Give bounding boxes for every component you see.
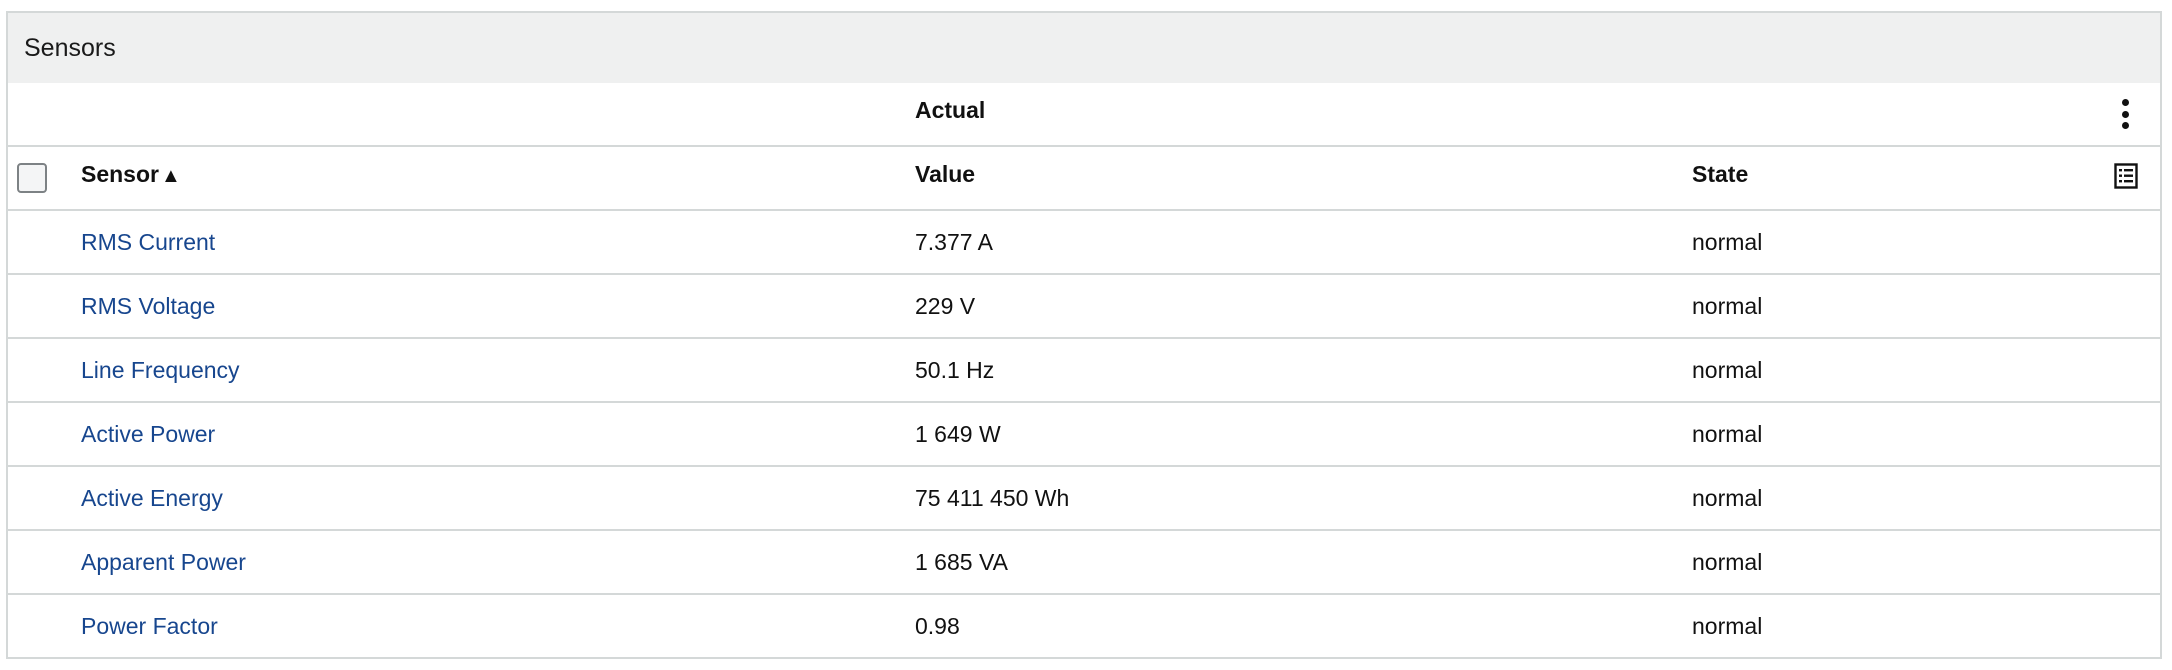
sensor-link[interactable]: RMS Voltage (81, 293, 216, 319)
sensor-link[interactable]: Apparent Power (81, 549, 246, 575)
sensor-value: 1 685 VA (915, 549, 1008, 575)
sensor-value: 50.1 Hz (915, 357, 995, 383)
sensors-table: Actual Sensor ▲ Value State RMS (8, 83, 2160, 659)
sensor-value: 1 649 W (915, 421, 1001, 447)
table-header-row: Sensor ▲ Value State (8, 147, 2160, 211)
sensor-link[interactable]: Active Power (81, 421, 216, 447)
sensor-state: normal (1692, 549, 1763, 575)
table-row: RMS Voltage 229 V normal (8, 275, 2160, 339)
sensor-state: normal (1692, 229, 1763, 255)
sensor-state: normal (1692, 485, 1763, 511)
sensor-value: 229 V (915, 293, 976, 319)
sensors-panel: Sensors Actual Sensor ▲ Value State (6, 11, 2162, 659)
sensor-state: normal (1692, 421, 1763, 447)
table-group-header: Actual (8, 83, 2160, 147)
sensor-state: normal (1692, 293, 1763, 319)
sensor-link[interactable]: RMS Current (81, 229, 216, 255)
sort-ascending-icon: ▲ (160, 165, 181, 187)
sensor-state: normal (1692, 613, 1763, 639)
sensor-link[interactable]: Active Energy (81, 485, 223, 511)
table-row: Apparent Power 1 685 VA normal (8, 531, 2160, 595)
sensor-state: normal (1692, 357, 1763, 383)
panel-title: Sensors (8, 13, 2160, 83)
sensor-value: 0.98 (915, 613, 960, 639)
state-column-header[interactable]: State (1692, 161, 1749, 187)
more-vertical-icon[interactable] (2118, 99, 2132, 129)
sensor-column-label: Sensor (81, 161, 159, 187)
sensor-link[interactable]: Power Factor (81, 613, 218, 639)
table-row: Active Power 1 649 W normal (8, 403, 2160, 467)
sensor-value: 75 411 450 Wh (915, 485, 1070, 511)
value-column-header[interactable]: Value (915, 161, 976, 187)
sensor-link[interactable]: Line Frequency (81, 357, 240, 383)
table-row: Power Factor 0.98 normal (8, 595, 2160, 659)
sensor-value: 7.377 A (915, 229, 994, 255)
table-row: Line Frequency 50.1 Hz normal (8, 339, 2160, 403)
select-all-checkbox[interactable] (17, 163, 47, 193)
table-row: RMS Current 7.377 A normal (8, 211, 2160, 275)
actual-group-label: Actual (915, 97, 986, 123)
list-view-icon[interactable] (2114, 163, 2138, 189)
sensor-column-header[interactable]: Sensor ▲ (81, 161, 181, 188)
table-row: Active Energy 75 411 450 Wh normal (8, 467, 2160, 531)
